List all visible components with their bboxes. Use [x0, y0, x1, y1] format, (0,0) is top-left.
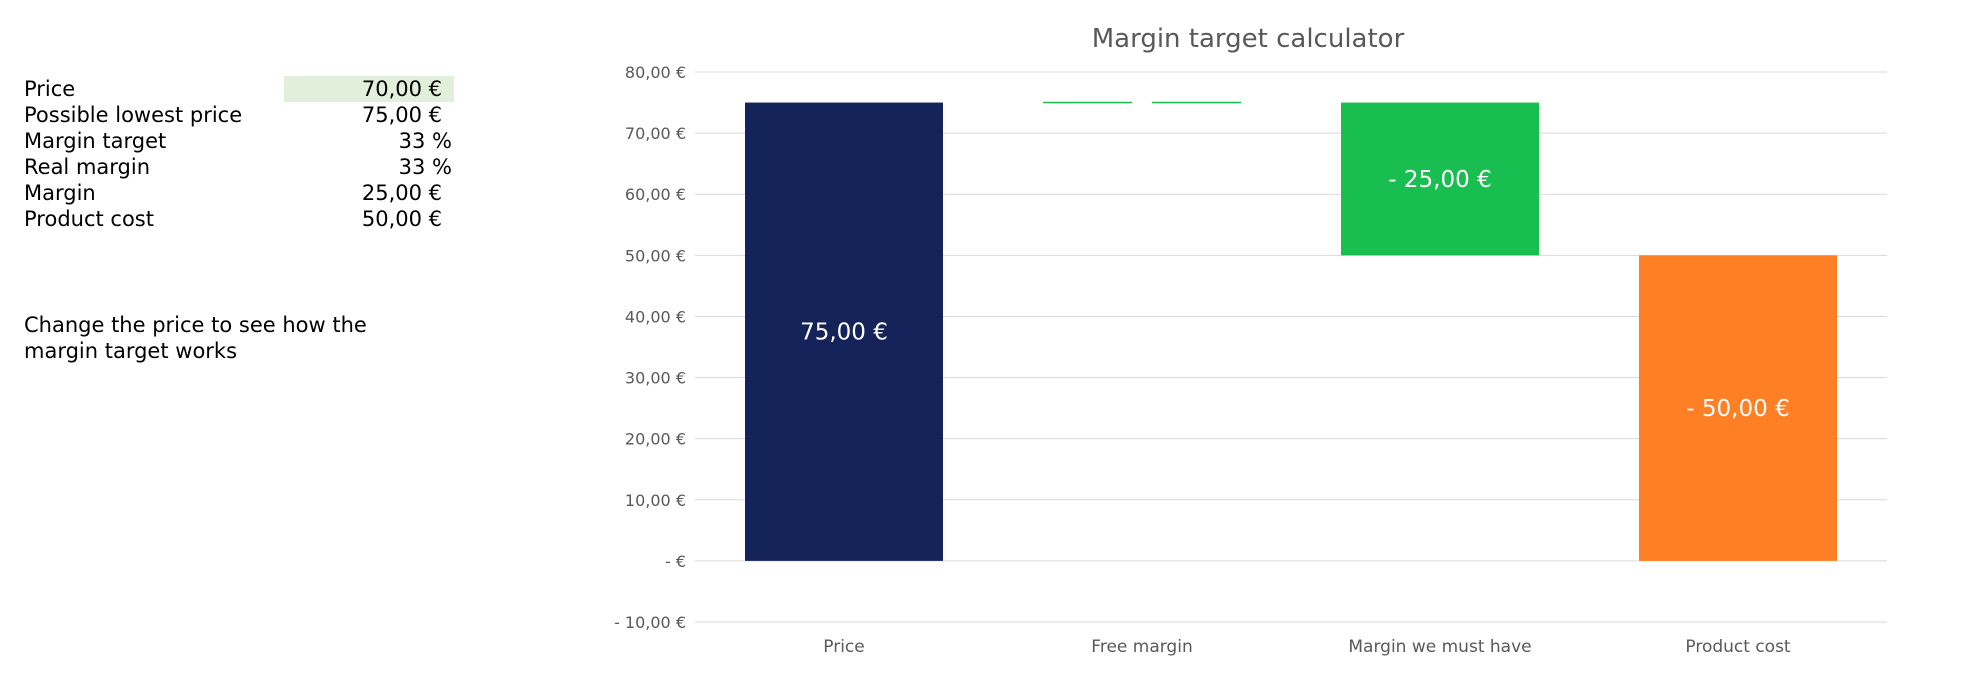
waterfall-chart: Margin target calculator 80,00 € 70,00 € 6…	[614, 24, 1887, 657]
y-tick-label: 30,00 €	[625, 369, 686, 388]
chart-title: Margin target calculator	[1092, 24, 1405, 54]
data-label: - 25,00 €	[1388, 167, 1491, 193]
y-tick-label: - 10,00 €	[614, 613, 686, 632]
y-tick-label: 80,00 €	[625, 63, 686, 82]
possible-lowest-price-value: 75,00 €	[361, 103, 442, 127]
y-tick-label: 50,00 €	[625, 246, 686, 265]
y-tick-label: 70,00 €	[625, 124, 686, 143]
y-axis: 80,00 € 70,00 € 60,00 € 50,00 € 40,00 € 30,00…	[614, 63, 686, 632]
bars	[745, 101, 1837, 561]
row-possible-lowest-price: Possible lowest price 75,00 €	[24, 102, 454, 128]
possible-lowest-price-label: Possible lowest price	[24, 103, 243, 127]
product-cost-label: Product cost	[24, 207, 154, 231]
row-real-margin: Real margin 33 %	[24, 154, 454, 180]
y-tick-label: 20,00 €	[625, 430, 686, 449]
row-margin-target: Margin target 33 %	[24, 128, 454, 154]
category-label: Margin we must have	[1348, 637, 1531, 657]
bar-margin-we-must-have	[1341, 102, 1539, 256]
row-product-cost: Product cost 50,00 €	[24, 206, 454, 232]
y-tick-label: 10,00 €	[625, 491, 686, 510]
instruction-note: Change the price to see how the margin t…	[24, 313, 367, 363]
price-label: Price	[24, 77, 76, 101]
bar-price	[745, 102, 943, 561]
data-label: - 50,00 €	[1686, 396, 1789, 422]
margin-target-label: Margin target	[24, 129, 167, 153]
y-tick-label: 60,00 €	[625, 185, 686, 204]
data-labels: 75,00 € - 25,00 € - 50,00 €	[800, 167, 1790, 422]
y-tick-label: 40,00 €	[625, 307, 686, 326]
product-cost-value: 50,00 €	[361, 207, 442, 231]
bar-product-cost	[1639, 255, 1837, 561]
real-margin-value: 33 %	[398, 155, 452, 179]
margin-label: Margin	[24, 181, 96, 205]
margin-value: 25,00 €	[361, 181, 442, 205]
y-tick-label: - €	[665, 552, 686, 571]
category-label: Free margin	[1091, 637, 1192, 657]
margin-target-value: 33 %	[398, 129, 452, 153]
real-margin-label: Real margin	[24, 155, 151, 179]
input-table: Price 70,00 € Possible lowest price 75,0…	[24, 76, 454, 232]
data-label: 75,00 €	[800, 320, 888, 346]
price-input[interactable]: 70,00 €	[284, 76, 454, 102]
category-label: Price	[823, 637, 864, 657]
row-margin: Margin 25,00 €	[24, 180, 454, 206]
x-axis: Price Free margin Margin we must have Produ…	[823, 637, 1791, 657]
category-label: Product cost	[1685, 637, 1791, 657]
row-price: Price 70,00 €	[24, 76, 454, 102]
